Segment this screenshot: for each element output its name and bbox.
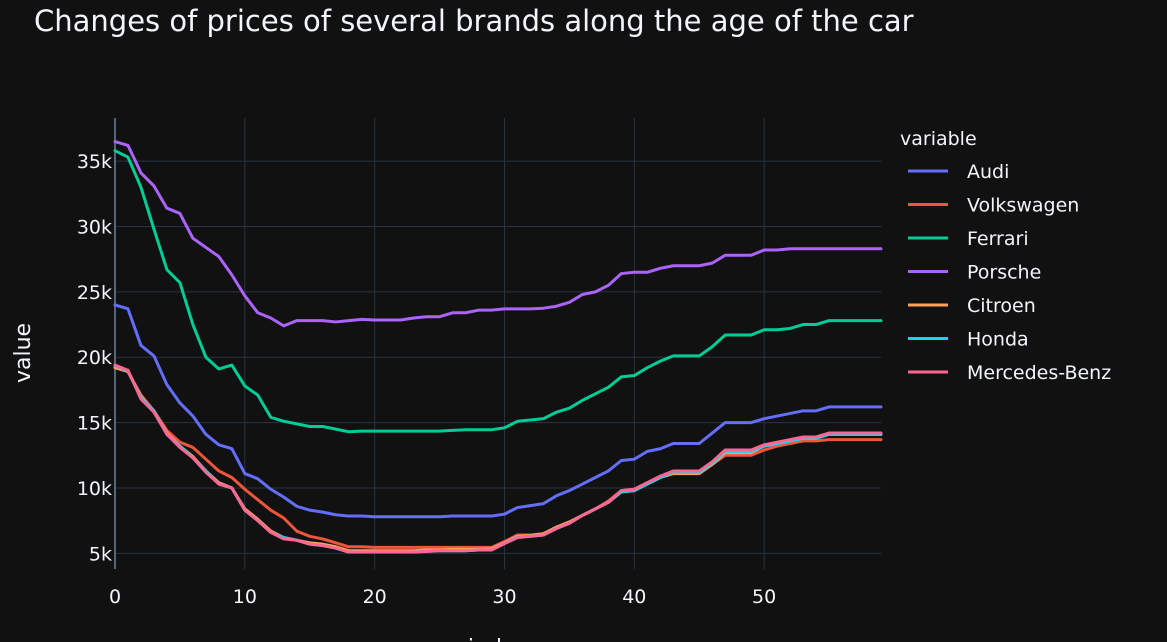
series-line-volkswagen [113, 364, 883, 549]
legend-item-audi[interactable]: Audi [908, 161, 1009, 183]
series-line-citroen [113, 366, 883, 553]
legend-label: Porsche [967, 262, 1041, 284]
y-axis-label: value [11, 323, 36, 383]
legend-title: variable [900, 128, 977, 150]
legend-label: Citroen [967, 295, 1036, 317]
series-line-mercedes-benz [113, 363, 883, 554]
legend-item-citroen[interactable]: Citroen [908, 295, 1036, 317]
grid [114, 118, 881, 569]
legend-label: Volkswagen [967, 195, 1079, 217]
legend-item-porsche[interactable]: Porsche [908, 262, 1041, 284]
legend-item-honda[interactable]: Honda [908, 329, 1029, 351]
x-tick-label: 0 [109, 586, 121, 608]
legend-label: Audi [967, 161, 1009, 183]
y-axis: 5k 10k 15k 20k 25k 30k 35k [77, 151, 112, 565]
legend-item-mercedes-benz[interactable]: Mercedes-Benz [908, 362, 1111, 384]
chart-title: Changes of prices of several brands alon… [34, 4, 914, 38]
legend-label: Mercedes-Benz [967, 362, 1111, 384]
plot-area [113, 140, 883, 554]
series-line-audi [113, 303, 883, 519]
series-line-honda [113, 364, 883, 554]
y-tick-label: 5k [89, 543, 112, 565]
x-tick-label: 50 [752, 586, 776, 608]
x-tick-label: 40 [622, 586, 646, 608]
legend[interactable]: variable Audi Volkswagen Ferrari Porsche Cit… [900, 128, 1111, 384]
x-axis-label: index [468, 636, 528, 642]
legend-item-volkswagen[interactable]: Volkswagen [908, 195, 1079, 217]
y-tick-label: 35k [77, 151, 112, 173]
y-tick-label: 25k [77, 282, 112, 304]
series-line-porsche [113, 140, 883, 328]
y-tick-label: 30k [77, 217, 112, 239]
legend-item-ferrari[interactable]: Ferrari [908, 228, 1029, 250]
x-tick-label: 10 [233, 586, 257, 608]
x-axis: 0 10 20 30 40 50 [109, 586, 776, 608]
x-tick-label: 20 [363, 586, 387, 608]
legend-label: Honda [967, 329, 1029, 351]
series-line-ferrari [113, 149, 883, 434]
y-tick-label: 10k [77, 478, 112, 500]
x-tick-label: 30 [492, 586, 516, 608]
legend-label: Ferrari [967, 228, 1029, 250]
y-tick-label: 20k [77, 347, 112, 369]
y-tick-label: 15k [77, 413, 112, 435]
